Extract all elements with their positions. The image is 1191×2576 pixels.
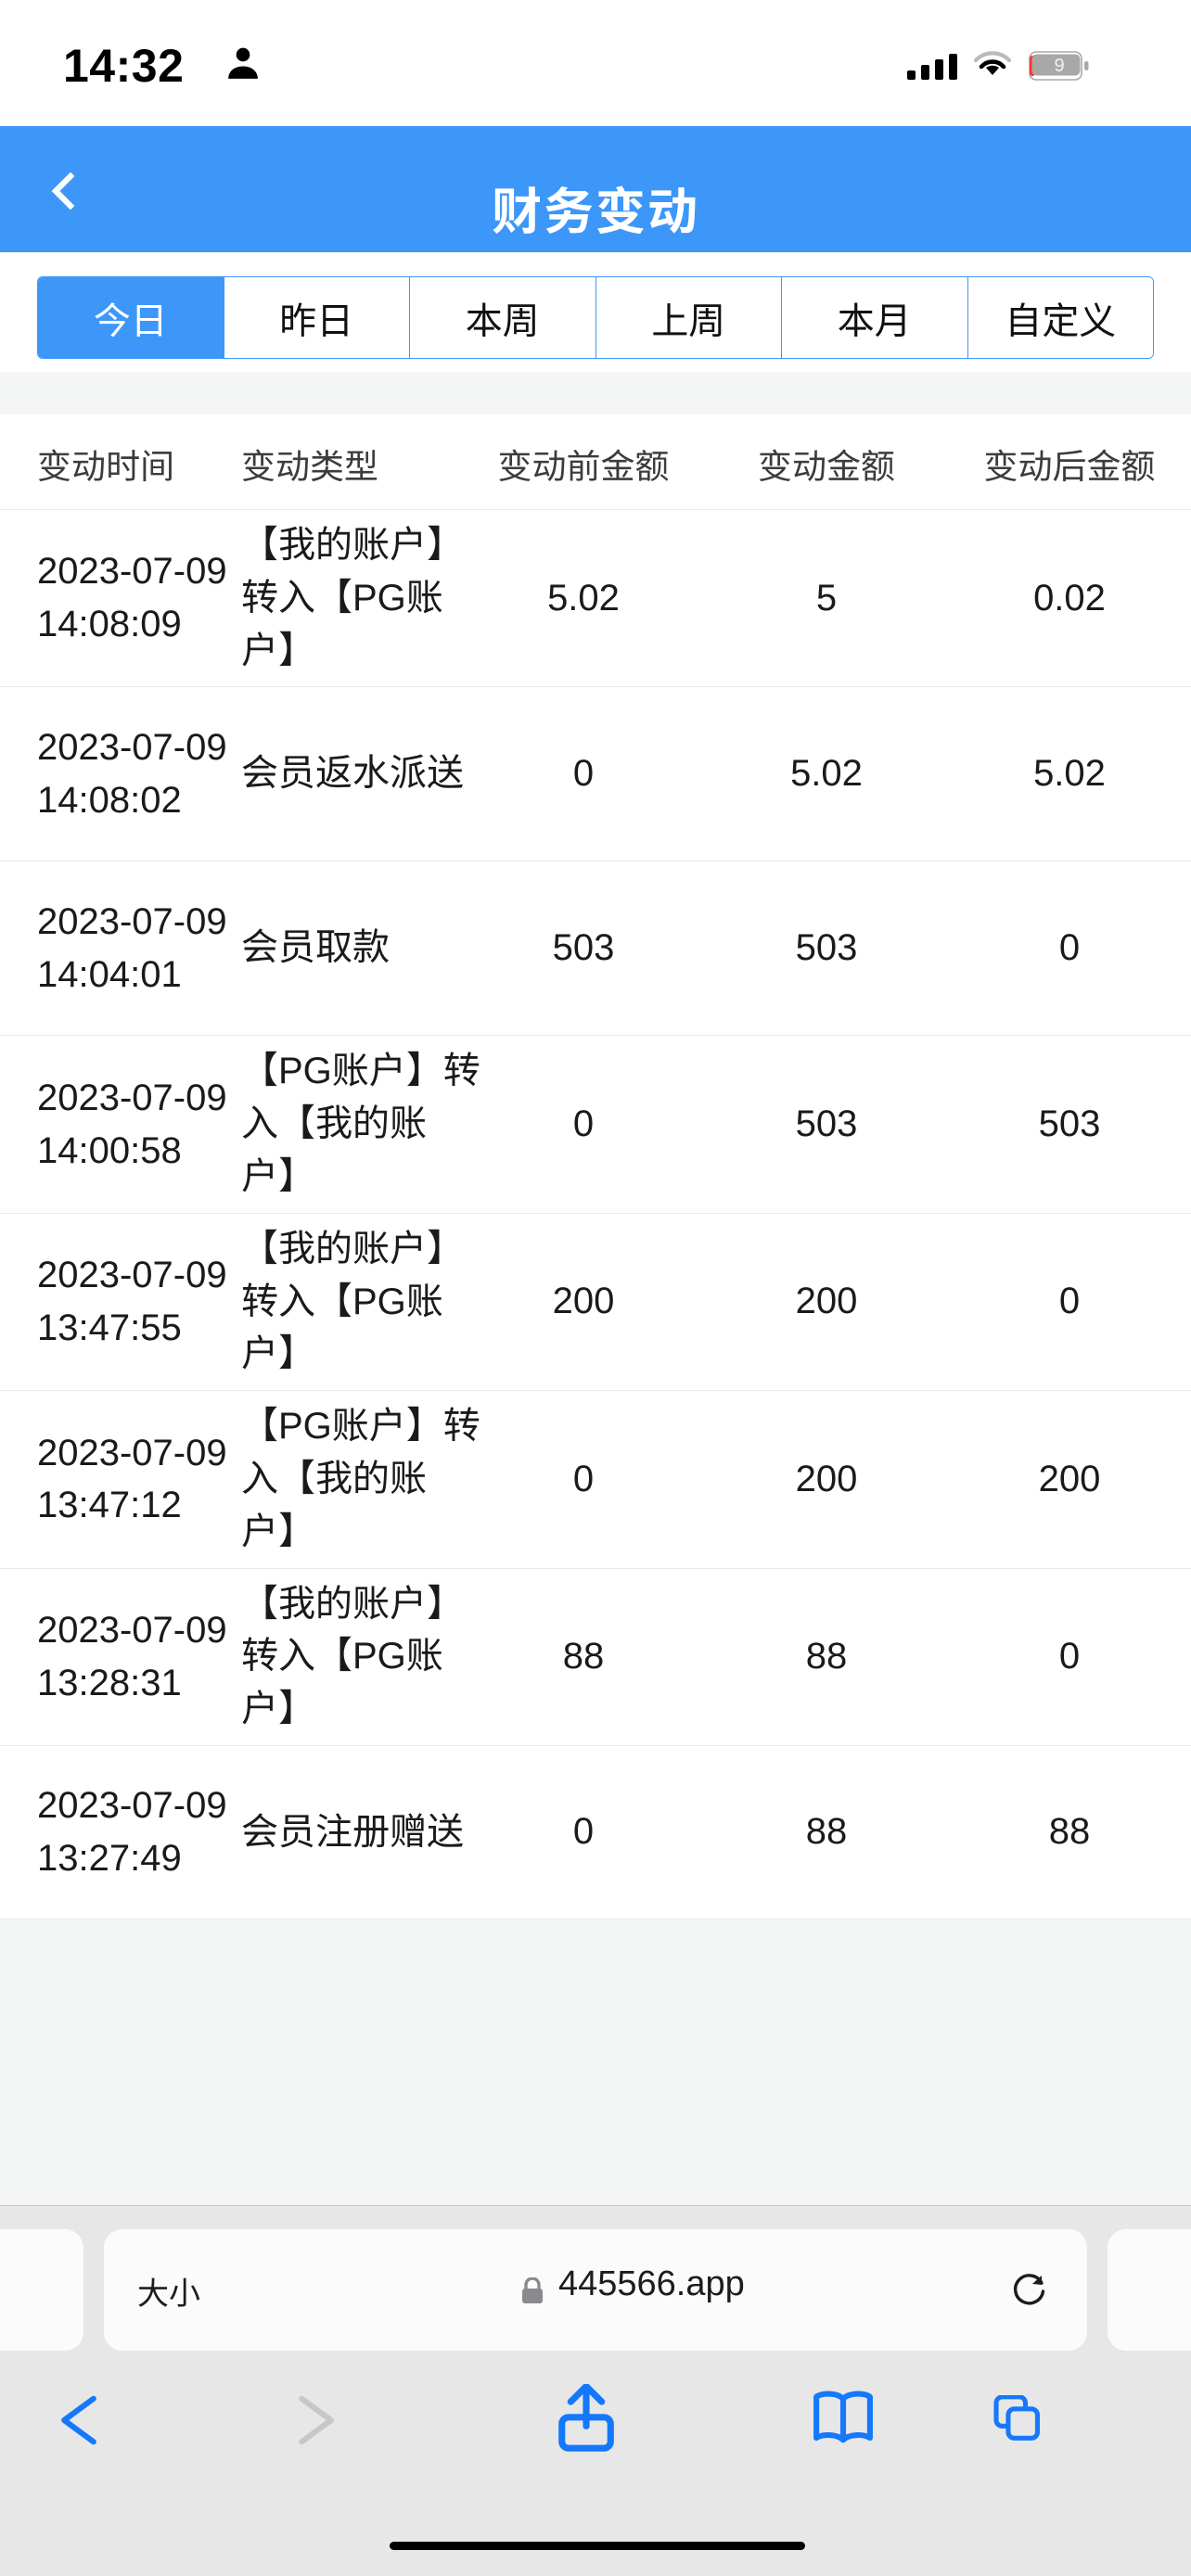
svg-text:9: 9 — [1054, 56, 1064, 76]
